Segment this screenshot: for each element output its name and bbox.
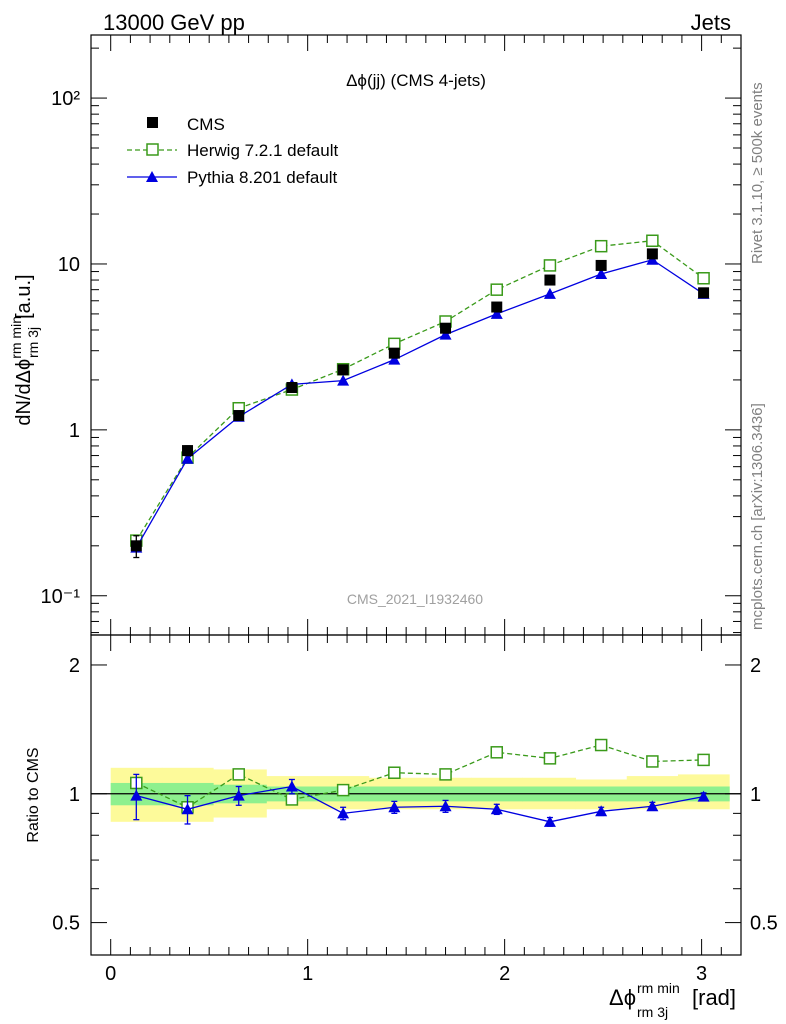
pythia-ratio-point — [232, 789, 245, 801]
cms-main-point — [388, 347, 400, 359]
pythia-ratio-point — [181, 803, 194, 815]
pythia-ratio-point — [543, 815, 556, 827]
cms-main-point — [595, 259, 607, 271]
herwig-ratio-point — [336, 783, 350, 797]
y-tick-label: 10² — [51, 88, 80, 110]
herwig-ratio-line — [136, 744, 704, 809]
pythia-ratio-point — [595, 805, 608, 817]
herwig-ratio-point — [543, 752, 557, 765]
pythia-main-point — [595, 268, 608, 280]
y-tick-label: 10 — [58, 254, 80, 276]
x-tick-label: 3 — [696, 963, 707, 985]
herwig-ratio-point — [490, 746, 504, 759]
pythia-main-line — [135, 259, 704, 548]
cms-main-point — [286, 382, 298, 394]
ratio-panel-ticks: 0 1 2 3 0.5 0.5 1 1 2 2 — [52, 635, 778, 985]
chart-title: Δϕ(jj) (CMS 4-jets) — [346, 71, 486, 90]
ratio-y-tick-label-left: 1 — [69, 784, 80, 806]
header-right: Jets — [691, 10, 731, 35]
herwig-main-point — [594, 239, 608, 253]
rivet-version-label: Rivet 3.1.10, ≥ 500k events — [749, 82, 766, 264]
pythia-main-point — [388, 353, 401, 365]
pythia-ratio-point — [646, 800, 659, 812]
main-panel-ticks: 10⁻¹ 1 10 10² — [41, 35, 742, 635]
legend: CMS Herwig 7.2.1 default Pythia 8.201 de… — [127, 115, 338, 187]
herwig-main-point — [646, 234, 659, 248]
pythia-main-point — [337, 374, 350, 386]
svg-text:dN/dΔϕrm minrm 3j[a.u.]: dN/dΔϕrm minrm 3j[a.u.] — [8, 274, 41, 425]
y-tick-label: 1 — [69, 420, 80, 442]
cms-main-point — [646, 248, 658, 260]
herwig-ratio-point — [232, 768, 245, 781]
pythia-main-point — [490, 307, 503, 319]
cms-main-point — [182, 445, 194, 457]
y-tick-label: 10⁻¹ — [41, 586, 81, 608]
cms-main-point — [337, 364, 349, 376]
svg-text:rm min: rm min — [637, 980, 680, 996]
pythia-ratio-point — [285, 780, 298, 792]
pythia-ratio-point — [388, 801, 401, 813]
herwig-ratio-point — [439, 768, 452, 781]
pythia-ratio-line — [136, 785, 704, 823]
cms-main-point — [544, 274, 556, 286]
ratio-y-tick-label-right: 0.5 — [750, 913, 778, 935]
legend-pythia-label: Pythia 8.201 default — [187, 168, 338, 187]
pythia-ratio-point — [130, 789, 143, 801]
x-tick-label: 1 — [302, 963, 313, 985]
cms-main-point — [698, 287, 710, 299]
cms-main-point — [440, 322, 452, 334]
pythia-ratio-point — [337, 807, 350, 819]
cms-main-point — [130, 540, 142, 552]
herwig-main-point — [543, 259, 557, 272]
svg-text:Δϕ: Δϕ — [609, 985, 636, 1010]
pythia-ratio-point — [439, 800, 452, 812]
legend-cms-label: CMS — [187, 115, 225, 134]
legend-herwig-label: Herwig 7.2.1 default — [187, 141, 338, 160]
legend-pythia-marker — [146, 171, 158, 182]
svg-text:rm 3j: rm 3j — [637, 1004, 668, 1020]
ratio-series-layer — [130, 738, 710, 827]
header-left: 13000 GeV pp — [103, 10, 245, 35]
pythia-ratio-point — [697, 790, 710, 802]
ratio-y-axis-label: Ratio to CMS — [25, 747, 42, 842]
legend-herwig-marker — [146, 143, 159, 156]
mcplots-label: mcplots.cern.ch [arXiv:1306.3436] — [749, 403, 766, 630]
herwig-main-point — [697, 272, 710, 285]
herwig-main-point — [490, 283, 504, 296]
pythia-ratio-point — [490, 803, 503, 815]
ratio-panel-frame — [90, 634, 742, 956]
pythia-main-point — [439, 328, 452, 340]
ratio-y-tick-label-left: 0.5 — [52, 913, 80, 935]
herwig-main-line — [135, 240, 704, 541]
ratio-y-tick-label-right: 1 — [750, 784, 761, 806]
legend-cms-marker — [147, 117, 158, 128]
main-y-axis-label: dN/dΔϕrm minrm 3j[a.u.] — [8, 274, 41, 425]
cms-main-point — [491, 301, 503, 313]
x-tick-label: 0 — [105, 963, 116, 985]
herwig-ratio-point — [285, 793, 299, 806]
x-tick-label: 2 — [499, 963, 510, 985]
main-series-layer — [130, 234, 710, 559]
pythia-main-point — [543, 287, 556, 299]
cms-main-point — [233, 410, 245, 422]
ratio-y-tick-label-left: 2 — [69, 655, 80, 677]
herwig-ratio-point — [646, 755, 659, 768]
x-axis-label: Δϕ rm min rm 3j [rad] — [609, 980, 736, 1020]
herwig-ratio-point — [388, 766, 401, 779]
pythia-main-point — [181, 452, 194, 464]
herwig-ratio-point — [697, 753, 710, 767]
ratio-y-tick-label-right: 2 — [750, 655, 761, 677]
svg-text:[rad]: [rad] — [692, 985, 736, 1010]
herwig-ratio-point — [594, 738, 608, 752]
watermark-label: CMS_2021_I1932460 — [347, 591, 483, 607]
